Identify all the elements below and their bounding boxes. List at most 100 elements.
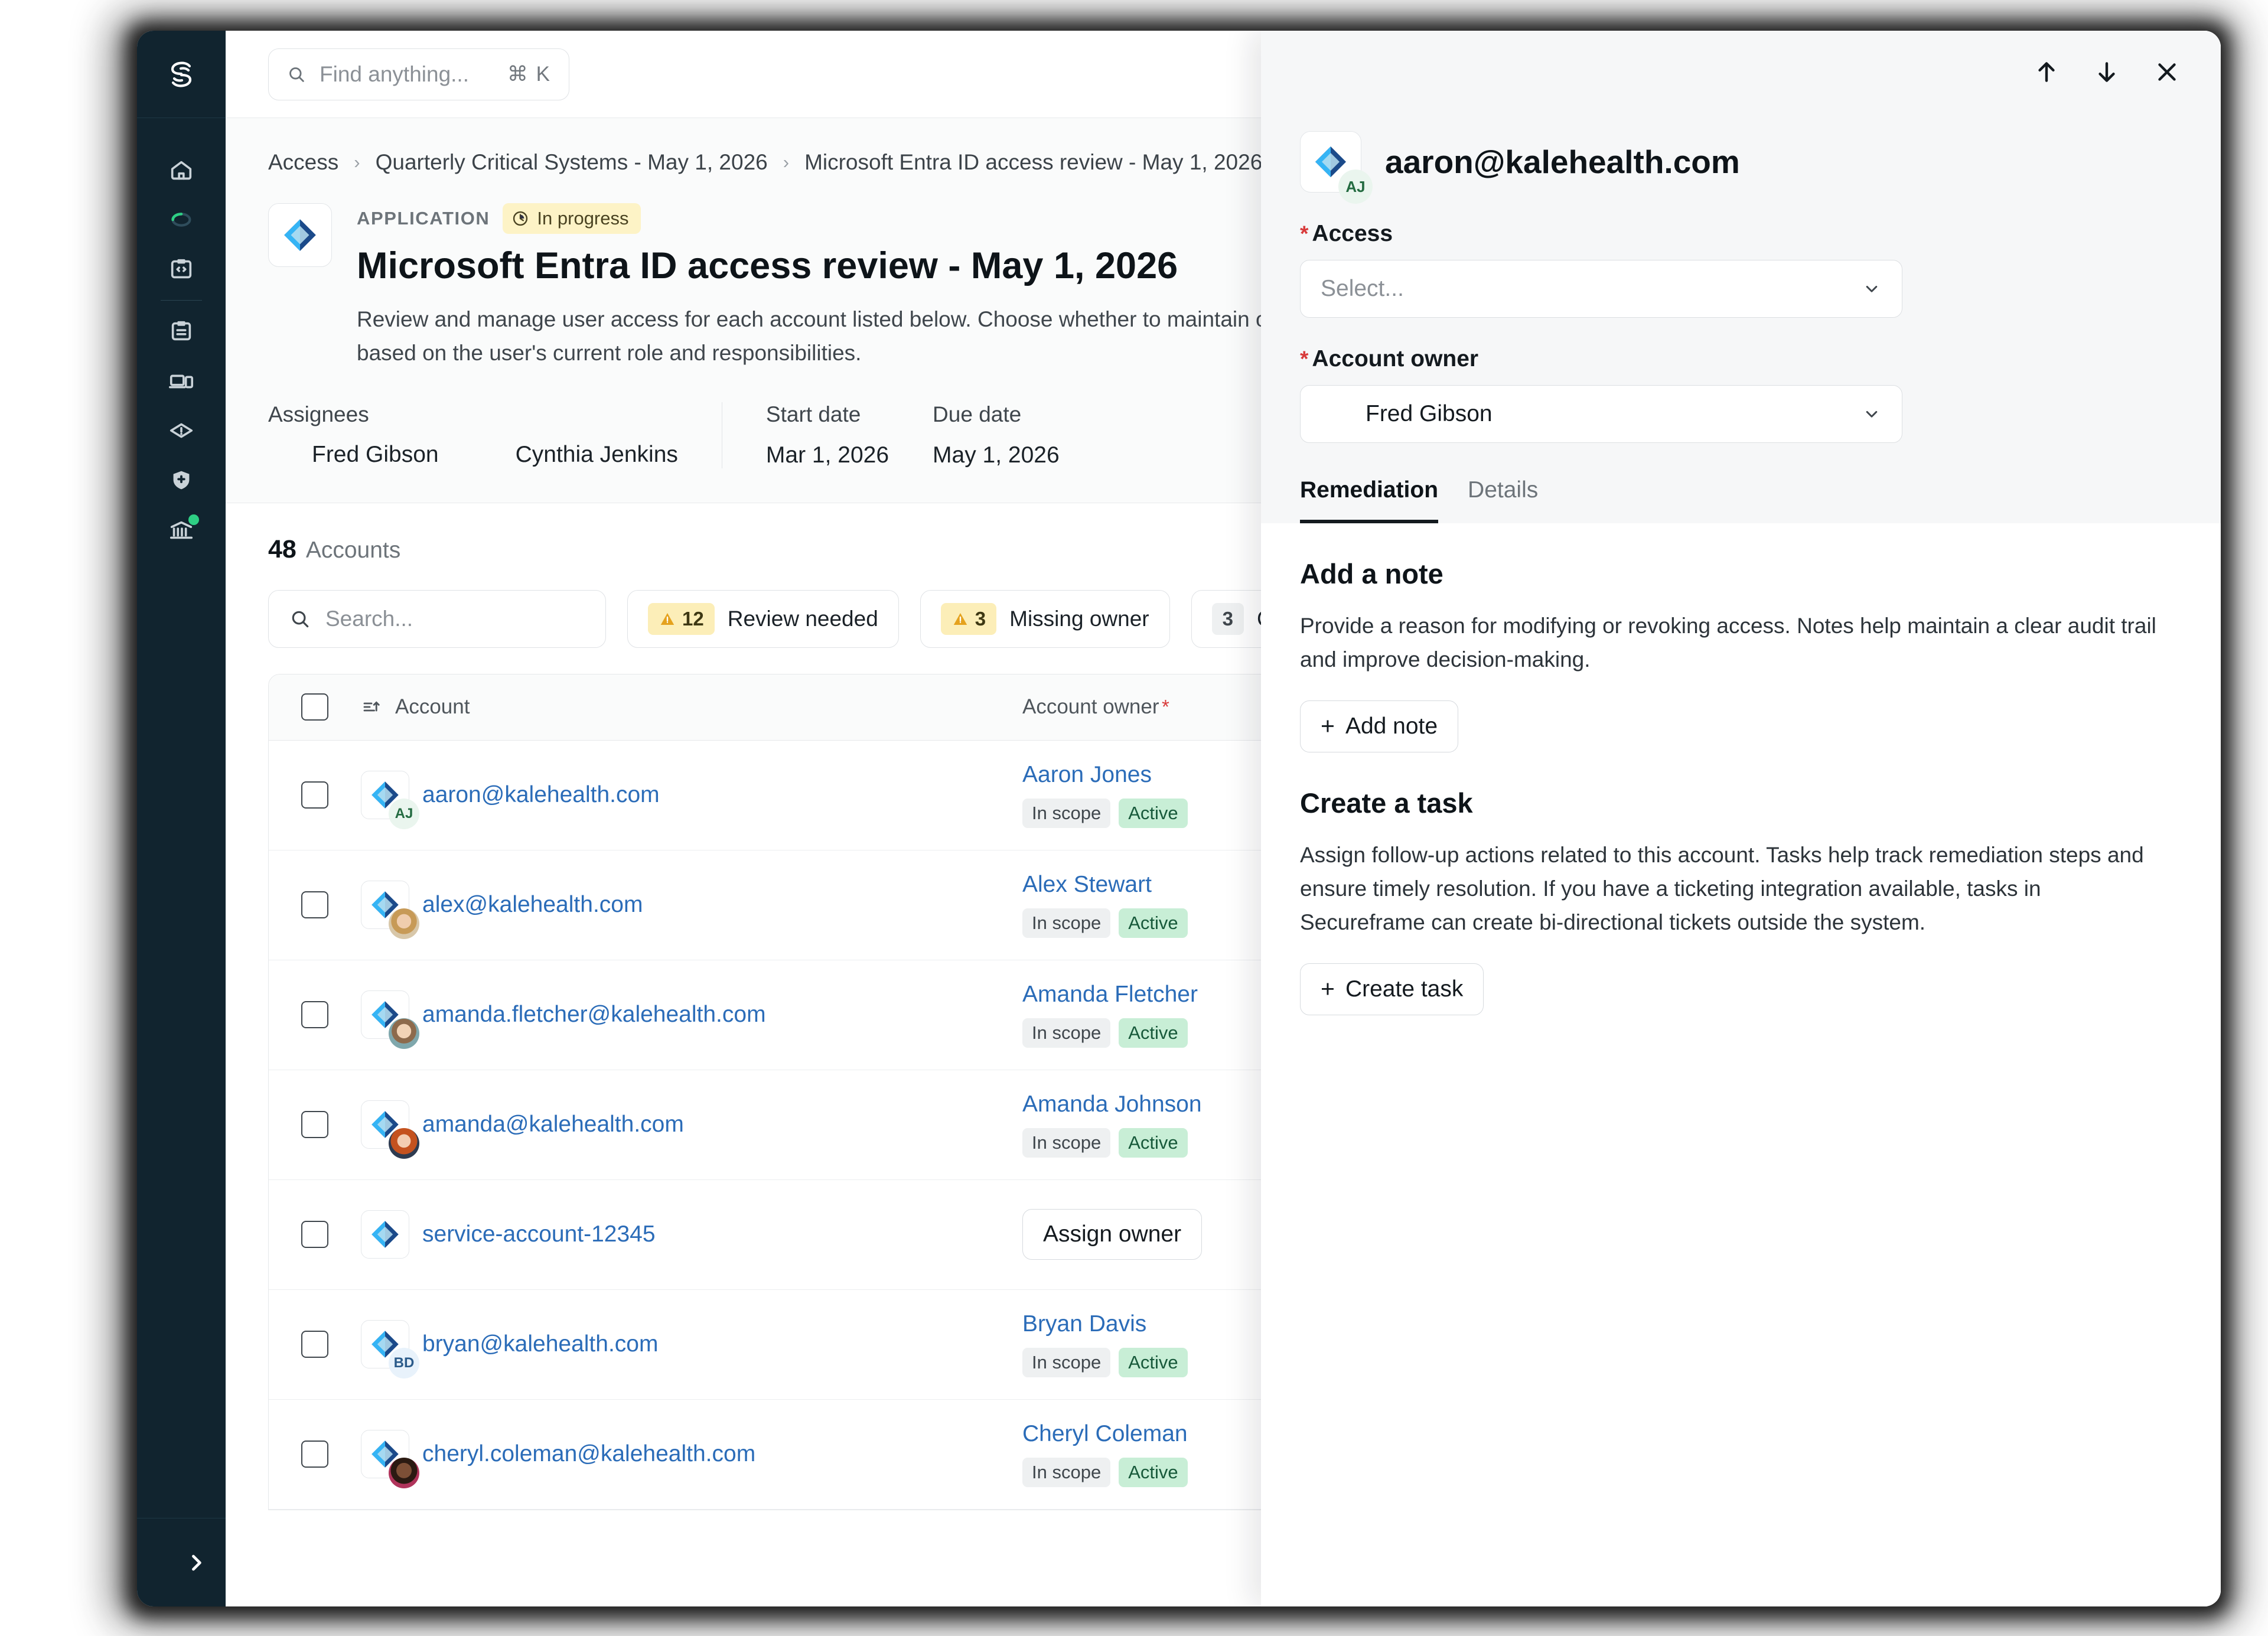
tab-details[interactable]: Details <box>1468 477 1539 503</box>
review-meta-strip: Assignees Fred Gibson Cynthia Jenkins <box>226 370 2221 503</box>
account-avatar <box>361 1210 409 1259</box>
left-sidebar <box>137 31 226 1606</box>
row-checkbox[interactable] <box>301 1331 328 1358</box>
owner-link[interactable]: Cheryl Coleman <box>1022 1421 1188 1447</box>
assignee-chip[interactable]: Cynthia Jenkins <box>472 439 678 471</box>
row-owner-cell: Cheryl Coleman In scope Active <box>1022 1421 1341 1488</box>
sidebar-expand-button[interactable] <box>137 1518 226 1606</box>
account-avatar <box>361 990 419 1050</box>
add-note-button[interactable]: + Add note <box>1300 700 1459 752</box>
bank-icon <box>170 521 193 539</box>
breadcrumb-item-access[interactable]: Access <box>268 150 339 174</box>
access-select-value: Select... <box>1321 276 1404 301</box>
shield-icon <box>173 471 190 490</box>
account-email-link[interactable]: service-account-12345 <box>422 1221 656 1247</box>
drawer-action-bar <box>1300 31 2182 113</box>
row-owner-cell: Aaron Jones In scope Active <box>1022 762 1341 829</box>
account-email-link[interactable]: cheryl.coleman@kalehealth.com <box>422 1441 756 1467</box>
owner-initials-badge: AJ <box>1338 170 1373 204</box>
account-owner-field: * Account owner Fred Gibson <box>1300 346 2182 443</box>
owner-initials-badge: BD <box>389 1348 419 1379</box>
create-task-button-label: Create task <box>1345 976 1464 1002</box>
row-checkbox[interactable] <box>301 1441 328 1468</box>
drawer-account-email: aaron@kalehealth.com <box>1385 144 1740 180</box>
account-email-link[interactable]: aaron@kalehealth.com <box>422 782 660 808</box>
owner-photo-badge <box>389 1458 419 1489</box>
row-checkbox[interactable] <box>301 1221 328 1249</box>
pill-in-scope: In scope <box>1022 1128 1111 1158</box>
owner-link[interactable]: Aaron Jones <box>1022 762 1152 788</box>
column-header-label: Account <box>395 695 470 719</box>
accounts-count: 48 Accounts <box>268 503 2221 590</box>
owner-link[interactable]: Alex Stewart <box>1022 872 1152 898</box>
microsoft-entra-id-icon <box>372 1221 399 1248</box>
secureframe-logo-icon <box>171 61 192 87</box>
sidebar-item-risks[interactable] <box>154 406 208 455</box>
app-window: Find anything... ⌘ K Access › Quarterly … <box>137 31 2221 1606</box>
due-date-field: Due date May 1, 2026 <box>933 402 1060 468</box>
assignee-chip[interactable]: Fred Gibson <box>268 439 439 471</box>
assignees-block: Assignees Fred Gibson Cynthia Jenkins <box>268 402 722 471</box>
account-email-link[interactable]: alex@kalehealth.com <box>422 892 643 918</box>
sidebar-item-code-tests[interactable] <box>154 245 208 294</box>
owner-link[interactable]: Amanda Johnson <box>1022 1091 1202 1117</box>
sidebar-item-monitoring[interactable] <box>154 195 208 245</box>
arrow-up-icon[interactable] <box>2032 57 2061 87</box>
account-avatar <box>361 881 419 940</box>
clock-icon <box>513 211 528 226</box>
close-icon[interactable] <box>2152 57 2182 87</box>
assign-owner-button[interactable]: Assign owner <box>1022 1209 1203 1260</box>
owner-link[interactable]: Bryan Davis <box>1022 1311 1147 1337</box>
add-note-description: Provide a reason for modifying or revoki… <box>1300 614 2156 672</box>
drawer-header: AJ aaron@kalehealth.com * Access Select..… <box>1261 31 2221 523</box>
start-date-label: Start date <box>765 402 861 426</box>
filter-chip-missing-owner[interactable]: 3 Missing owner <box>920 589 1170 648</box>
global-search-input[interactable]: Find anything... ⌘ K <box>268 48 569 100</box>
column-header-account[interactable]: Account <box>361 695 1022 719</box>
search-icon <box>292 611 309 627</box>
account-email-link[interactable]: amanda.fletcher@kalehealth.com <box>422 1002 766 1028</box>
owner-link[interactable]: Amanda Fletcher <box>1022 982 1198 1008</box>
row-account-cell: cheryl.coleman@kalehealth.com <box>361 1430 1022 1489</box>
sidebar-item-reports[interactable] <box>154 505 208 555</box>
row-owner-cell: Alex Stewart In scope Active <box>1022 872 1341 938</box>
avatar <box>1321 399 1351 429</box>
sidebar-item-home[interactable] <box>154 145 208 195</box>
row-select-cell <box>269 1111 361 1139</box>
arrow-down-icon[interactable] <box>2092 57 2122 87</box>
due-date-value: May 1, 2026 <box>933 442 1060 468</box>
row-checkbox[interactable] <box>301 1111 328 1139</box>
breadcrumb-item-campaign[interactable]: Quarterly Critical Systems - May 1, 2026 <box>375 150 768 174</box>
notification-dot <box>188 514 199 525</box>
pill-status-active: Active <box>1119 1128 1188 1158</box>
create-task-description: Assign follow-up actions related to this… <box>1300 842 2144 935</box>
account-owner-select[interactable]: Fred Gibson <box>1300 385 1902 443</box>
row-owner-cell: Amanda Johnson In scope Active <box>1022 1091 1341 1158</box>
sidebar-item-access[interactable] <box>154 455 208 505</box>
microsoft-entra-id-icon <box>372 1331 399 1358</box>
required-asterisk: * <box>1161 696 1169 718</box>
pill-in-scope: In scope <box>1022 908 1111 938</box>
row-checkbox[interactable] <box>301 891 328 919</box>
accounts-search-input[interactable]: Search... <box>268 589 606 648</box>
page-description: Review and manage user access for each a… <box>357 307 1421 366</box>
drawer-tabs: Remediation Details <box>1300 477 2182 523</box>
search-icon <box>289 67 304 82</box>
account-detail-drawer: AJ aaron@kalehealth.com * Access Select..… <box>1261 31 2221 1606</box>
sidebar-item-policies[interactable] <box>154 307 208 356</box>
account-email-link[interactable]: amanda@kalehealth.com <box>422 1112 684 1138</box>
access-select[interactable]: Select... <box>1300 260 1902 318</box>
plus-icon: + <box>1321 712 1335 740</box>
account-email-link[interactable]: bryan@kalehealth.com <box>422 1331 659 1357</box>
row-select-cell <box>269 1331 361 1358</box>
sidebar-item-devices[interactable] <box>154 356 208 406</box>
row-checkbox[interactable] <box>301 781 328 809</box>
filter-chip-review-needed[interactable]: 12 Review needed <box>627 589 899 648</box>
app-logo[interactable] <box>137 31 226 118</box>
create-task-button[interactable]: + Create task <box>1300 963 1484 1015</box>
avatar <box>268 439 300 471</box>
select-all-checkbox[interactable] <box>301 693 328 721</box>
accounts-search-placeholder: Search... <box>325 606 413 631</box>
row-checkbox[interactable] <box>301 1001 328 1029</box>
tab-remediation[interactable]: Remediation <box>1300 477 1439 523</box>
